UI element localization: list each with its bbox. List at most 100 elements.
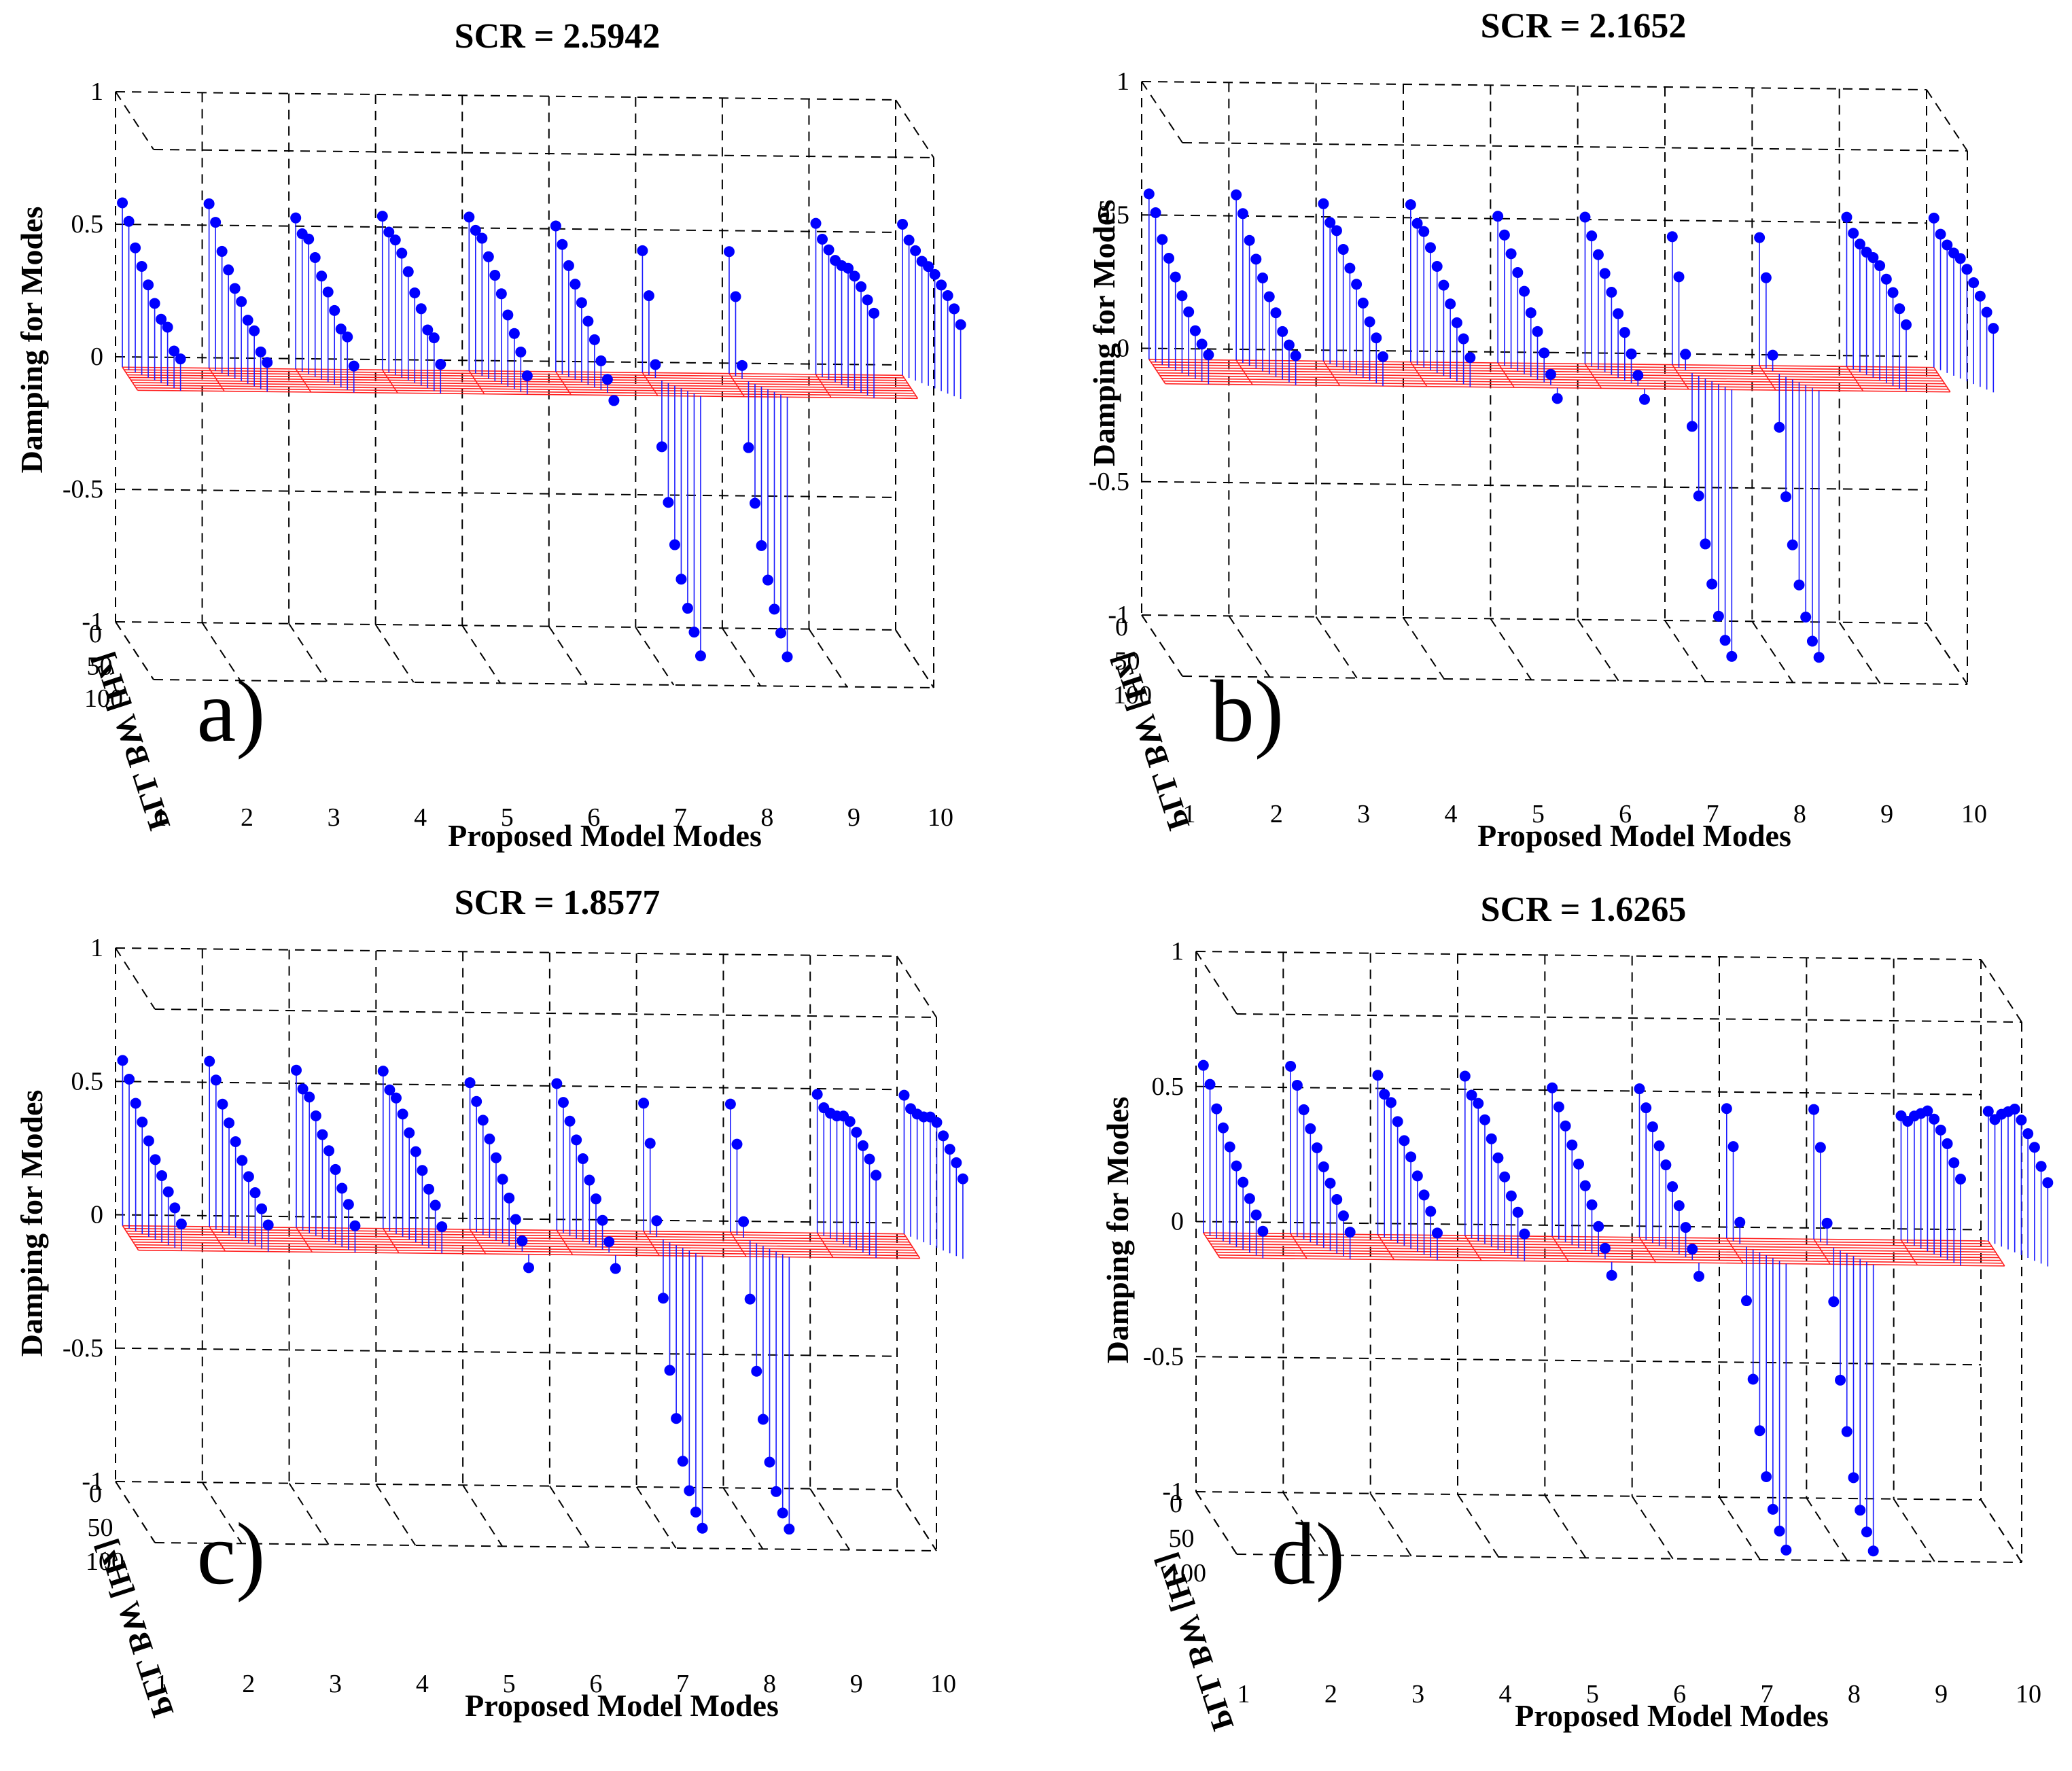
y-tick-label: 50 xyxy=(87,652,113,681)
stem-marker xyxy=(1835,1374,1846,1386)
stem-marker xyxy=(249,1187,261,1199)
stem-marker xyxy=(342,331,353,343)
z-tick-label: 1 xyxy=(1171,937,1184,966)
stem-marker xyxy=(1767,1503,1778,1515)
zero-plane-line xyxy=(133,382,913,391)
x-tick-label: 5 xyxy=(1532,800,1545,828)
stem-marker xyxy=(397,1108,408,1120)
stem-marker xyxy=(671,1413,682,1424)
stem-marker xyxy=(844,1116,856,1127)
stem-marker xyxy=(1176,290,1188,302)
stem-marker xyxy=(1257,1225,1269,1237)
grid-line-floor xyxy=(201,622,241,681)
axes-box xyxy=(115,947,937,1551)
stem-marker xyxy=(1680,1222,1691,1233)
stem-marker xyxy=(897,219,909,230)
zero-plane-line xyxy=(209,1226,226,1252)
stem-marker xyxy=(1532,326,1543,337)
stem-marker xyxy=(1841,211,1852,223)
axes-box xyxy=(1141,81,1968,685)
zero-plane-line xyxy=(1464,1235,1482,1261)
stem-marker xyxy=(471,1095,482,1107)
stem-marker xyxy=(690,1507,701,1518)
y-tick-label: 0 xyxy=(89,1479,102,1508)
x-tick-label: 5 xyxy=(503,1670,516,1698)
stem-marker xyxy=(210,217,222,228)
zero-plane-line xyxy=(1759,365,1776,391)
stem-marker xyxy=(143,279,154,291)
stem-marker xyxy=(1399,1135,1410,1146)
stem-marker xyxy=(1364,316,1375,328)
stem-marker xyxy=(490,1152,502,1163)
z-tick-label: 0 xyxy=(90,1201,103,1229)
stem-marker xyxy=(377,1066,389,1077)
stem-marker xyxy=(1486,1133,1497,1144)
zero-plane-line xyxy=(1235,360,1253,385)
stem-marker xyxy=(1667,1181,1679,1193)
x-tick-label: 4 xyxy=(1445,800,1458,828)
stem-marker xyxy=(1619,327,1630,338)
y-tick-label: 0 xyxy=(1115,613,1128,642)
zero-plane-line xyxy=(556,1229,574,1255)
stem-marker xyxy=(376,211,388,222)
grid-line-floor xyxy=(549,1486,590,1548)
stem-marker xyxy=(576,297,587,309)
stem-marker xyxy=(684,1485,695,1496)
stem-marker xyxy=(1431,260,1443,272)
chart-title: SCR = 1.6265 xyxy=(1481,890,1687,929)
zero-plane-line xyxy=(1672,364,1689,390)
zero-plane-line xyxy=(902,374,919,399)
zero-plane-line xyxy=(135,387,916,397)
stem-marker xyxy=(169,1202,181,1214)
stem-marker xyxy=(1706,578,1718,590)
stem-marker xyxy=(229,283,241,294)
y-tick-label: 50 xyxy=(1114,647,1140,676)
y-tick-label: 50 xyxy=(1169,1524,1195,1553)
stem-marker xyxy=(1754,232,1766,243)
stem-marker xyxy=(477,1115,489,1126)
stem-series-mode-9 xyxy=(811,1089,882,1259)
stem-series-mode-6 xyxy=(1579,211,1650,405)
stem-marker xyxy=(955,319,966,330)
stem-series-mode-8 xyxy=(1754,232,1825,663)
stem-marker xyxy=(1237,208,1248,220)
zero-plane-line xyxy=(1216,1251,2001,1261)
stem-series-group xyxy=(117,197,966,663)
stem-marker xyxy=(664,1365,675,1376)
stem-marker xyxy=(1458,333,1469,345)
y-tick-label: 50 xyxy=(88,1513,113,1542)
zero-plane-line xyxy=(1813,1238,1831,1265)
stem-marker xyxy=(643,290,654,302)
x-tick-label: 6 xyxy=(589,1670,602,1698)
box-edge xyxy=(1182,142,1968,152)
stem-marker xyxy=(1418,1189,1430,1201)
stem-marker xyxy=(1780,1544,1792,1556)
stem-marker xyxy=(651,1215,663,1227)
stem-marker xyxy=(150,1154,161,1165)
stem-marker xyxy=(1157,234,1168,245)
stem-marker xyxy=(1237,1176,1249,1188)
stem-marker xyxy=(402,266,414,277)
grid-line-floor xyxy=(1228,615,1271,678)
zero-plane-line xyxy=(208,368,225,392)
stem-marker xyxy=(551,1078,563,1089)
stem-marker xyxy=(944,1144,955,1155)
stem-marker xyxy=(1473,1098,1484,1109)
stem-series-mode-10 xyxy=(1982,1104,2054,1267)
stem-marker xyxy=(731,1138,743,1150)
stem-marker xyxy=(1499,1171,1511,1182)
stem-marker xyxy=(1217,1122,1229,1134)
z-tick-label: 0.5 xyxy=(1152,1072,1184,1101)
stem-marker xyxy=(1263,291,1275,302)
stem-marker xyxy=(1371,332,1382,344)
stem-marker xyxy=(1787,539,1798,550)
stem-marker xyxy=(409,287,421,298)
chart-title: SCR = 2.1652 xyxy=(1481,7,1687,46)
stem-marker xyxy=(1492,211,1504,222)
stem-marker xyxy=(868,307,880,319)
stem-series-mode-2 xyxy=(203,198,273,392)
stem-marker xyxy=(1519,285,1530,297)
stem-marker xyxy=(1638,393,1650,405)
stem-marker xyxy=(582,315,594,327)
